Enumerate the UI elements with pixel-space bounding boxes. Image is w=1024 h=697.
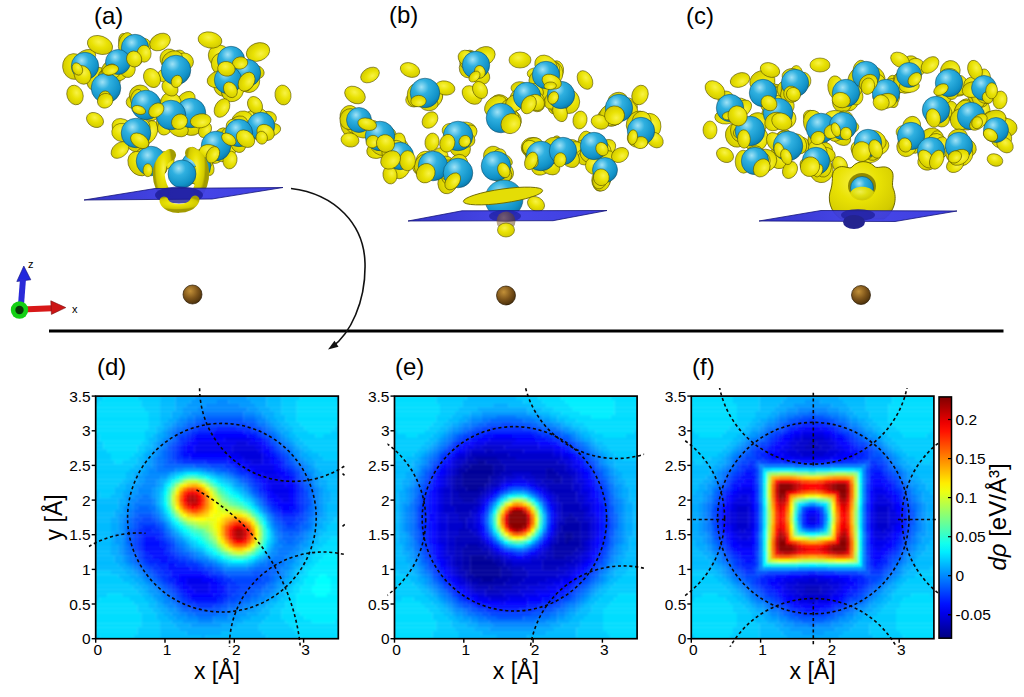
svg-text:3: 3: [301, 641, 310, 658]
svg-text:1: 1: [82, 561, 91, 578]
svg-text:0.15: 0.15: [956, 450, 986, 467]
svg-text:3.5: 3.5: [69, 388, 91, 405]
svg-text:-0.05: -0.05: [956, 606, 991, 623]
svg-text:1.5: 1.5: [368, 526, 390, 543]
svg-text:x: x: [72, 303, 78, 315]
svg-text:x [Å]: x [Å]: [790, 657, 836, 684]
svg-text:3: 3: [678, 422, 687, 439]
svg-text:3: 3: [381, 422, 390, 439]
svg-text:0.5: 0.5: [69, 596, 91, 613]
svg-text:0: 0: [689, 641, 698, 658]
svg-text:1: 1: [678, 561, 687, 578]
svg-text:y [Å]: y [Å]: [40, 494, 67, 540]
svg-text:2: 2: [678, 492, 687, 509]
svg-text:0: 0: [82, 630, 91, 647]
svg-text:1: 1: [163, 641, 172, 658]
svg-text:2.5: 2.5: [69, 457, 91, 474]
svg-text:x [Å]: x [Å]: [194, 657, 240, 684]
svg-text:1.5: 1.5: [665, 526, 687, 543]
svg-text:x [Å]: x [Å]: [493, 657, 539, 684]
svg-text:0.2: 0.2: [956, 411, 978, 428]
svg-text:0: 0: [392, 641, 401, 658]
svg-text:0: 0: [93, 641, 102, 658]
svg-text:(a): (a): [94, 2, 123, 29]
svg-text:(c): (c): [686, 2, 714, 29]
svg-text:1.5: 1.5: [69, 526, 91, 543]
svg-text:1: 1: [758, 641, 767, 658]
svg-text:(e): (e): [395, 353, 424, 380]
svg-text:3.5: 3.5: [665, 388, 687, 405]
svg-text:2: 2: [232, 641, 241, 658]
svg-text:z: z: [28, 258, 34, 270]
svg-text:2: 2: [82, 492, 91, 509]
svg-text:1: 1: [381, 561, 390, 578]
svg-text:2: 2: [381, 492, 390, 509]
svg-text:3: 3: [82, 422, 91, 439]
svg-text:2.5: 2.5: [665, 457, 687, 474]
svg-text:3.5: 3.5: [368, 388, 390, 405]
svg-text:0.1: 0.1: [956, 489, 978, 506]
svg-text:0: 0: [381, 630, 390, 647]
svg-text:2.5: 2.5: [368, 457, 390, 474]
svg-text:0: 0: [678, 630, 687, 647]
svg-text:(f): (f): [692, 353, 715, 380]
svg-text:2: 2: [531, 641, 540, 658]
svg-text:0.5: 0.5: [665, 596, 687, 613]
svg-text:(d): (d): [97, 353, 126, 380]
svg-text:2: 2: [828, 641, 837, 658]
svg-text:1: 1: [461, 641, 470, 658]
svg-text:3: 3: [897, 641, 906, 658]
svg-text:dρ [eV/Å³]: dρ [eV/Å³]: [984, 463, 1011, 570]
svg-text:(b): (b): [389, 1, 418, 28]
svg-text:0: 0: [956, 567, 965, 584]
svg-text:0.5: 0.5: [368, 596, 390, 613]
svg-text:3: 3: [600, 641, 609, 658]
svg-text:0.05: 0.05: [956, 528, 986, 545]
